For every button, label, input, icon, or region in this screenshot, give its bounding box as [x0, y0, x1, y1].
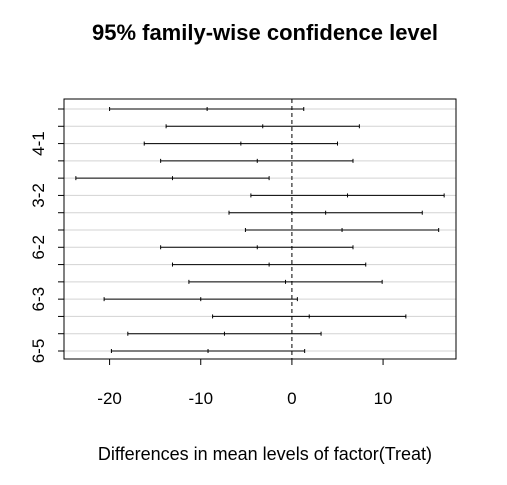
chart-title: 95% family-wise confidence level	[92, 20, 438, 45]
y-tick-label: 6-3	[29, 287, 48, 312]
x-tick-label: -10	[188, 389, 213, 408]
x-tick-label: -20	[97, 389, 122, 408]
y-tick-label: 4-1	[29, 131, 48, 156]
x-axis-label: Differences in mean levels of factor(Tre…	[98, 444, 432, 464]
y-tick-label: 6-2	[29, 235, 48, 260]
plot-border	[63, 98, 457, 360]
x-tick-label: 0	[287, 389, 296, 408]
x-tick-label: 10	[374, 389, 393, 408]
y-tick-label: 3-2	[29, 183, 48, 208]
y-tick-label: 6-5	[29, 339, 48, 364]
plot-area: 4-1 3-2 6-2 6-3 6-5 -20 -10 0 10	[29, 98, 457, 408]
